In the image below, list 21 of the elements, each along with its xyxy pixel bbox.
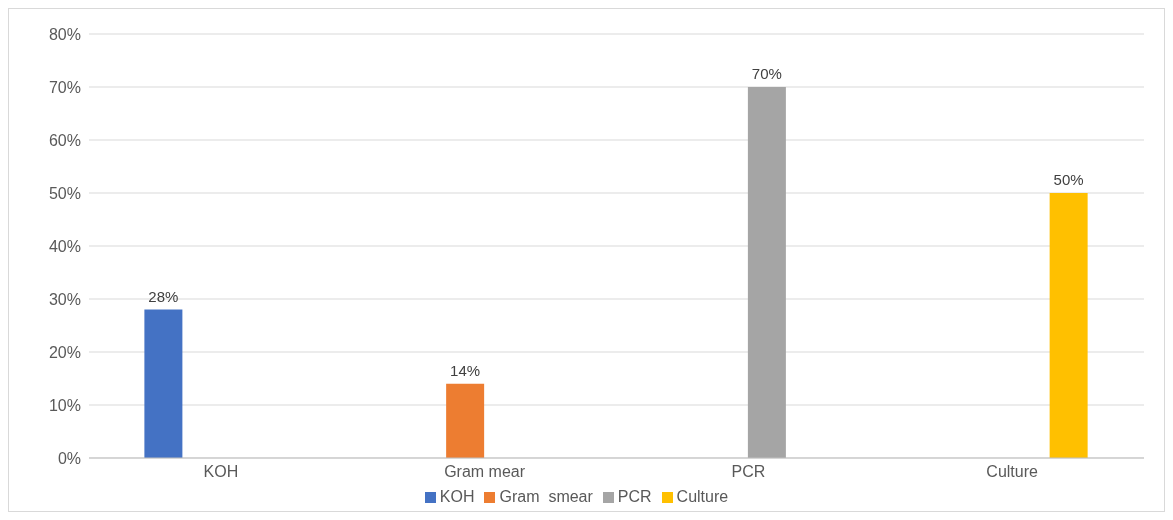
y-tick-label: 30% [48, 290, 81, 308]
legend-label: Culture [676, 488, 729, 505]
y-tick-label: 0% [57, 449, 81, 467]
x-tick-label: Culture [986, 463, 1039, 481]
data-label: 28% [148, 287, 179, 305]
y-tick-label: 10% [48, 396, 81, 414]
y-tick-label: 80% [48, 25, 81, 43]
y-tick-label: 50% [48, 184, 81, 202]
y-tick-label: 40% [48, 237, 81, 255]
x-tick-label: KOH [203, 463, 239, 481]
y-tick-label: 20% [48, 343, 81, 361]
y-tick-label: 60% [48, 131, 81, 149]
y-tick-label: 70% [48, 78, 81, 96]
data-label: 70% [751, 65, 782, 82]
data-label: 14% [450, 361, 481, 379]
legend-label: PCR [617, 488, 652, 505]
x-tick-label: Gram mear [444, 463, 526, 481]
x-tick-label: PCR [731, 463, 766, 481]
legend-label: Gram smear [499, 488, 593, 505]
legend-label: KOH [439, 488, 475, 505]
data-label: 50% [1053, 171, 1084, 188]
